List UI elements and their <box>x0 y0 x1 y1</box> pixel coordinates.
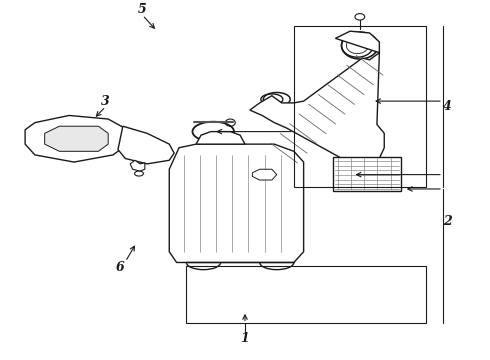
Polygon shape <box>250 31 384 164</box>
Polygon shape <box>45 126 108 151</box>
Polygon shape <box>196 132 245 144</box>
Text: 1: 1 <box>241 332 249 345</box>
Polygon shape <box>169 144 304 262</box>
Polygon shape <box>118 126 174 164</box>
Polygon shape <box>25 116 128 162</box>
Bar <box>333 157 401 191</box>
Polygon shape <box>252 169 277 180</box>
Text: 4: 4 <box>443 100 452 113</box>
Text: 2: 2 <box>443 215 452 228</box>
Text: 3: 3 <box>101 95 110 108</box>
Text: 6: 6 <box>116 261 125 274</box>
Text: 5: 5 <box>138 3 147 16</box>
Polygon shape <box>130 160 145 171</box>
